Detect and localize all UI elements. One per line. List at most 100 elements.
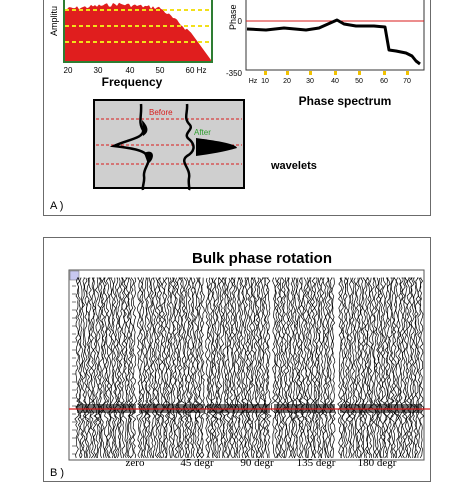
seismic-trace — [175, 277, 182, 459]
seismic-trace — [262, 277, 267, 459]
seismic-trace — [188, 277, 194, 459]
seismic-trace — [240, 277, 246, 459]
seismic-trace — [171, 277, 177, 459]
seismic-trace — [183, 277, 189, 459]
amplitude-tick-label: 20 — [64, 66, 73, 75]
phase-tick-label: 40 — [331, 78, 339, 85]
seismic-column-label: 45 degr — [180, 457, 214, 469]
amplitude-x-label: Frequency — [102, 75, 163, 89]
phase-y-tick-zero: 0 — [238, 17, 243, 26]
seismic-trace — [141, 277, 147, 459]
phase-tick-label: Hz — [249, 78, 258, 85]
seismic-trace — [329, 277, 334, 459]
seismic-trace — [84, 277, 91, 459]
seismic-trace — [348, 277, 354, 459]
seismic-trace — [93, 277, 101, 459]
seismic-trace — [152, 277, 158, 458]
panel-b: Bulk phase rotation zero 45 degr 90 degr 13… — [43, 237, 431, 482]
seismic-trace — [414, 277, 420, 459]
seismic-trace — [394, 277, 401, 459]
seismic-trace — [418, 277, 425, 459]
seismic-trace — [380, 277, 387, 459]
panel-b-title: Bulk phase rotation — [192, 250, 332, 267]
seismic-trace — [98, 277, 104, 459]
seismic-trace — [92, 277, 98, 459]
seismic-trace — [112, 277, 118, 459]
phase-spectrum-title: Phase spectrum — [299, 94, 392, 108]
seismic-trace — [345, 277, 352, 459]
phase-tick-label: 10 — [261, 78, 269, 85]
amplitude-tick-label: 30 — [94, 66, 103, 75]
seismic-trace — [373, 277, 378, 459]
seismic-trace — [163, 277, 169, 459]
phase-spectrum: Phase 0 -350 Hz 10 20 30 40 50 60 70 Phase spec… — [226, 0, 425, 108]
wavelets-label: wavelets — [270, 160, 317, 172]
seismic-trace — [339, 277, 346, 459]
seismic-trace — [204, 277, 211, 459]
seismic-trace — [392, 277, 399, 459]
wavelets-after-label: After — [194, 128, 211, 137]
seismic-trace — [153, 277, 160, 459]
seismic-trace — [226, 277, 233, 459]
seismic-trace — [193, 277, 200, 459]
seismic-trace — [177, 277, 183, 459]
seismic-trace — [399, 277, 405, 459]
seismic-trace — [200, 277, 206, 459]
seismic-trace — [187, 277, 193, 459]
seismic-trace — [216, 277, 224, 459]
phase-tick-label: 20 — [283, 78, 291, 85]
amplitude-y-label: Amplitu — [49, 6, 59, 36]
seismic-trace — [396, 277, 402, 459]
seismic-trace — [115, 277, 122, 459]
phase-curve — [246, 18, 421, 66]
seismic-column-labels: zero 45 degr 90 degr 135 degr 180 degr — [126, 457, 397, 469]
seismic-trace — [192, 277, 197, 459]
amplitude-spectrum: 20 30 40 50 60 Hz Amplitu Frequency — [49, 0, 213, 89]
seismic-trace — [286, 277, 293, 459]
seismic-trace — [122, 277, 128, 459]
before-wavelet-lobe — [142, 120, 148, 136]
amplitude-tick-label: 40 — [126, 66, 135, 75]
seismic-trace — [344, 277, 350, 459]
after-wavelet-fill — [196, 138, 237, 156]
seismic-trace — [197, 277, 204, 459]
seismic-trace — [357, 277, 363, 459]
seismic-trace — [231, 277, 237, 459]
phase-y-tick-min: -350 — [226, 69, 243, 78]
seismic-trace — [304, 277, 310, 459]
seismic-trace — [299, 277, 306, 459]
seismic-trace — [240, 277, 247, 459]
seismic-trace — [247, 277, 254, 459]
seismic-trace — [128, 277, 135, 459]
seismic-traces — [74, 277, 425, 459]
seismic-trace — [360, 277, 367, 459]
seismic-trace — [170, 277, 176, 459]
amplitude-fill — [65, 2, 211, 62]
phase-tick-label: 70 — [403, 78, 411, 85]
seismic-trace — [108, 277, 116, 459]
panel-b-canvas: Bulk phase rotation zero 45 degr 90 degr 13… — [50, 250, 430, 479]
seismic-trace — [81, 277, 87, 459]
phase-tick-marker — [406, 71, 409, 75]
seismic-trace — [409, 277, 416, 459]
seismic-trace — [353, 277, 358, 459]
phase-plot-frame — [245, 0, 425, 71]
seismic-trace — [388, 277, 395, 459]
seismic-trace — [265, 277, 272, 459]
seismic-trace — [221, 277, 227, 459]
seismic-trace — [354, 277, 361, 459]
amplitude-grid — [65, 9, 211, 43]
seismic-trace — [219, 277, 225, 459]
seismic-trace — [96, 277, 102, 459]
seismic-trace — [365, 277, 372, 459]
phase-tick-marker — [286, 71, 289, 75]
seismic-trace — [147, 277, 152, 459]
section-corner-icon — [69, 270, 80, 281]
phase-tick-label: 50 — [355, 78, 363, 85]
phase-tick-marker — [334, 71, 337, 75]
seismic-trace — [312, 277, 320, 459]
seismic-trace — [246, 277, 252, 459]
phase-tick-marker — [383, 71, 386, 75]
seismic-trace — [144, 277, 151, 459]
seismic-trace — [350, 277, 356, 459]
